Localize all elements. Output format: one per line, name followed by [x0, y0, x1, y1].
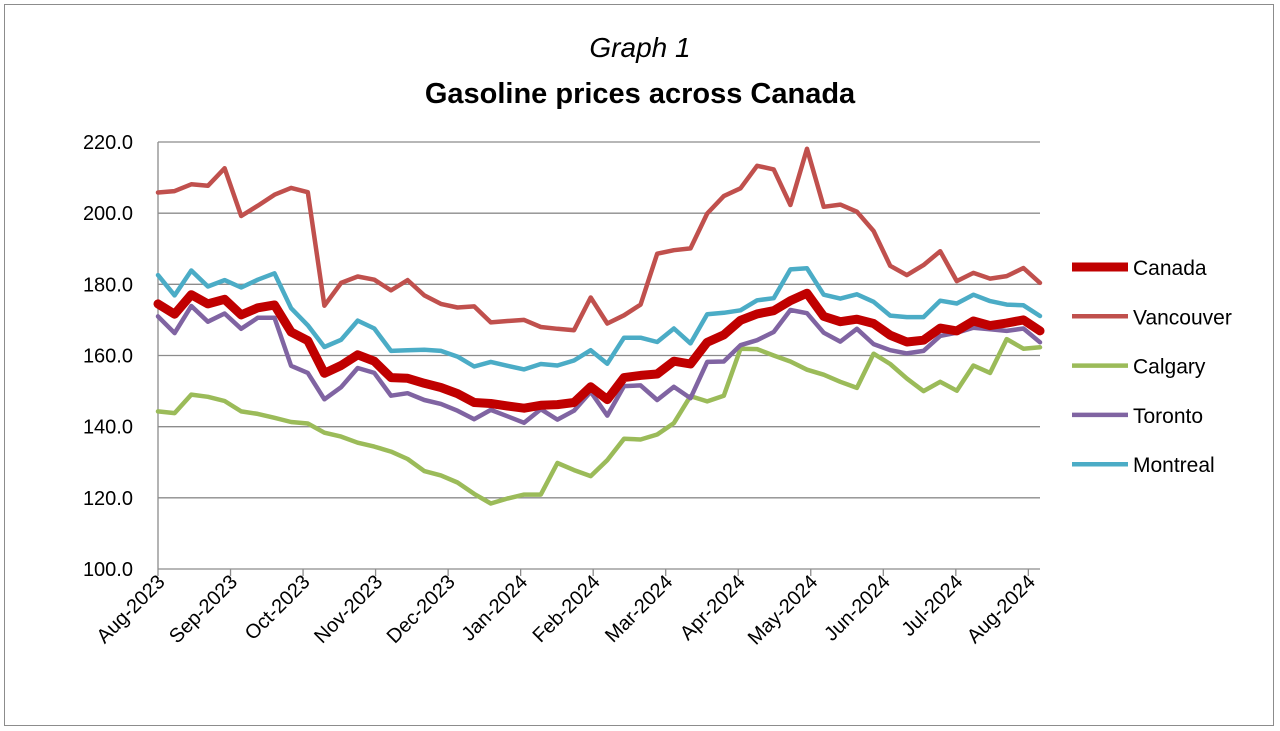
series-line-canada	[153, 288, 1045, 413]
legend-label-montreal: Montreal	[1133, 454, 1215, 477]
y-tick-label: 220.0	[83, 132, 133, 154]
x-tick-label: Aug-2024	[963, 571, 1040, 648]
y-tick-label: 120.0	[83, 488, 133, 510]
plot-area	[153, 146, 1045, 506]
legend-label-vancouver: Vancouver	[1133, 306, 1232, 329]
y-tick-label: 160.0	[83, 346, 133, 368]
x-tick-label: Nov-2023	[310, 571, 387, 648]
series-line-vancouver	[155, 146, 1043, 333]
x-tick-label: May-2024	[744, 571, 822, 649]
y-tick-label: 100.0	[83, 559, 133, 581]
legend-label-canada: Canada	[1133, 257, 1207, 280]
x-tick-label: Jan-2024	[458, 571, 533, 646]
legend-label-calgary: Calgary	[1133, 356, 1206, 379]
x-tick-label: Sep-2023	[165, 571, 242, 648]
gridlines	[157, 141, 1040, 569]
x-tick-label: Jun-2024	[820, 571, 895, 646]
x-axis: Aug-2023Sep-2023Oct-2023Nov-2023Dec-2023…	[93, 568, 1040, 649]
x-tick-label: Oct-2023	[241, 571, 315, 645]
legend-label-toronto: Toronto	[1133, 405, 1203, 428]
x-tick-label: Apr-2024	[676, 571, 750, 645]
chart-frame	[4, 4, 1274, 726]
y-axis-ticks: 100.0 120.0 140.0 160.0 180.0 200.0 220.0	[83, 132, 133, 581]
series-line-calgary	[155, 336, 1043, 506]
y-tick-label: 180.0	[83, 274, 133, 296]
x-tick-label: Jul-2024	[898, 571, 968, 641]
x-tick-label: Mar-2024	[601, 571, 677, 647]
y-tick-label: 140.0	[83, 417, 133, 439]
chart-title-prefix: Graph 1	[589, 32, 690, 63]
x-tick-label: Aug-2023	[93, 571, 170, 648]
series-line-montreal	[155, 266, 1043, 372]
x-tick-label: Feb-2024	[529, 571, 605, 647]
legend: Canada Vancouver Calgary Toronto Montreal	[1072, 257, 1232, 477]
x-tick-label: Dec-2023	[383, 571, 460, 648]
chart-title: Gasoline prices across Canada	[425, 78, 856, 110]
series-line-toronto	[155, 303, 1043, 426]
y-tick-label: 200.0	[83, 203, 133, 225]
